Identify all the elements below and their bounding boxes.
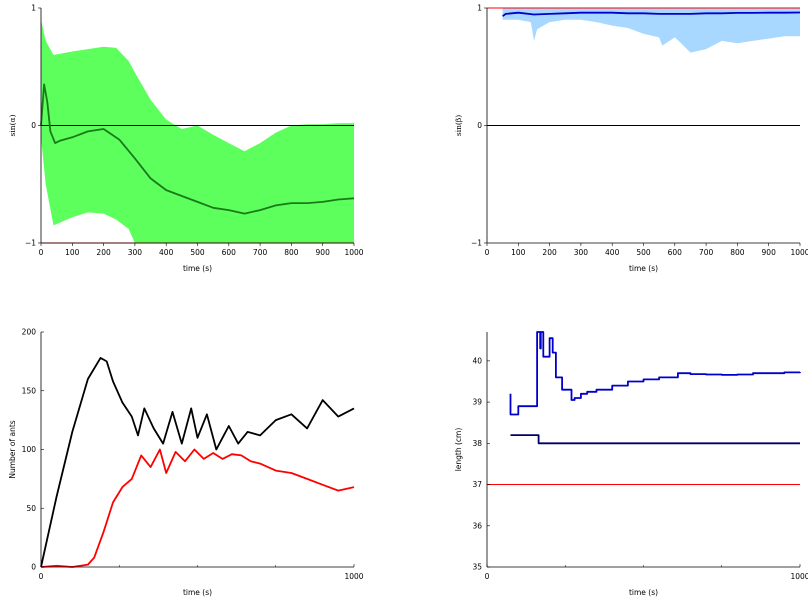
series-lines: [40, 356, 355, 568]
y-tick-label: 200: [22, 328, 37, 337]
x-tick-label: 1000: [790, 572, 808, 581]
x-tick-label: 500: [636, 248, 651, 257]
x-tick-label: 0: [485, 572, 490, 581]
y-tick-label: −1: [471, 239, 482, 248]
x-tick-label: 200: [96, 248, 111, 257]
y-axis-label: Number of ants: [8, 420, 17, 478]
x-tick-label: 300: [574, 248, 589, 257]
series-line-1: [509, 331, 801, 416]
x-tick-label: 900: [762, 248, 777, 257]
chart-number-of-ants: 0 1000 0 50 100 150 200 time (s) Number of an…: [8, 328, 364, 598]
series-line-1: [40, 356, 355, 568]
series-lines: [40, 83, 355, 215]
y-tick-label: 100: [22, 445, 37, 454]
y-tick-labels: 0 50 100 150 200: [22, 328, 37, 572]
x-tick-label: 700: [253, 248, 268, 257]
x-tick-label: 0: [485, 248, 490, 257]
x-tick-label: 1000: [344, 572, 363, 581]
tick-marks: [40, 331, 355, 568]
chart-sin-beta: 0 100 200 300 400 500 600 700 800 900 1000 −101 ti…: [454, 4, 808, 274]
y-tick-label: 1: [31, 4, 36, 13]
y-tick-label: −1: [25, 239, 36, 248]
chart-sin-alpha: 0 100 200 300 400 500 600 700 800 900 1000 −101 ti…: [8, 4, 364, 274]
series-lines: [502, 11, 801, 17]
x-tick-label: 400: [605, 248, 620, 257]
y-tick-label: 36: [472, 521, 482, 530]
x-tick-labels: 0 1000: [485, 572, 808, 581]
chart-length: 0 1000 35 36 37 38 39 40 time (s) length (cm): [454, 331, 808, 597]
x-tick-label: 100: [65, 248, 80, 257]
x-axis-label: time (s): [183, 588, 212, 597]
tick-marks: [484, 7, 801, 246]
y-tick-label: 0: [31, 121, 36, 130]
x-tick-label: 1000: [344, 248, 363, 257]
x-tick-label: 900: [316, 248, 331, 257]
x-tick-label: 500: [190, 248, 205, 257]
x-tick-labels: 0 1000: [39, 572, 364, 581]
y-tick-label: 0: [31, 563, 36, 572]
series-lines: [509, 331, 801, 445]
x-axis-label: time (s): [183, 264, 212, 273]
x-axis-label: time (s): [629, 264, 658, 273]
x-tick-label: 0: [39, 572, 44, 581]
confidence-band: [41, 19, 354, 243]
series-line-2: [40, 448, 355, 568]
confidence-band: [502, 8, 800, 53]
tick-marks: [38, 7, 355, 246]
series-line-2: [510, 434, 800, 445]
x-tick-label: 800: [284, 248, 299, 257]
band-area-layer: [41, 19, 354, 243]
series-line-1: [502, 11, 801, 17]
x-tick-label: 600: [668, 248, 683, 257]
x-tick-label: 800: [730, 248, 745, 257]
y-tick-labels: 35 36 37 38 39 40: [472, 356, 482, 571]
y-axis-label: sin(α): [8, 114, 17, 136]
y-tick-labels: −1 0 1: [25, 4, 36, 248]
y-tick-label: 35: [472, 563, 482, 572]
y-tick-label: 50: [26, 504, 36, 513]
y-tick-label: 150: [22, 386, 37, 395]
x-tick-label: 400: [159, 248, 174, 257]
y-axis-label: length (cm): [454, 428, 463, 472]
x-axis-label: time (s): [629, 588, 658, 597]
axes-frame: [486, 332, 800, 568]
x-tick-labels: 0 100 200 300 400 500 600 700 800 900 1000: [485, 248, 808, 257]
y-tick-label: 39: [472, 398, 482, 407]
x-tick-labels: 0 100 200 300 400 500 600 700 800 900 1000: [39, 248, 364, 257]
x-tick-label: 300: [128, 248, 143, 257]
x-tick-label: 100: [511, 248, 526, 257]
y-axis-label: sin(β): [454, 115, 463, 136]
x-tick-label: 700: [699, 248, 714, 257]
x-tick-label: 1000: [790, 248, 808, 257]
y-tick-label: 37: [472, 480, 482, 489]
series-line-1: [40, 83, 355, 215]
y-tick-label: 38: [472, 439, 482, 448]
x-tick-label: 600: [222, 248, 237, 257]
reference-lines: [487, 7, 800, 126]
x-tick-label: 0: [39, 248, 44, 257]
axes-frame: [40, 332, 354, 568]
x-tick-label: 200: [542, 248, 557, 257]
band-area-layer: [502, 8, 800, 53]
y-tick-label: 0: [477, 121, 482, 130]
tick-marks: [486, 360, 801, 568]
y-tick-label: 1: [477, 4, 482, 13]
y-tick-label: 40: [472, 356, 482, 365]
y-tick-labels: −1 0 1: [471, 4, 482, 248]
